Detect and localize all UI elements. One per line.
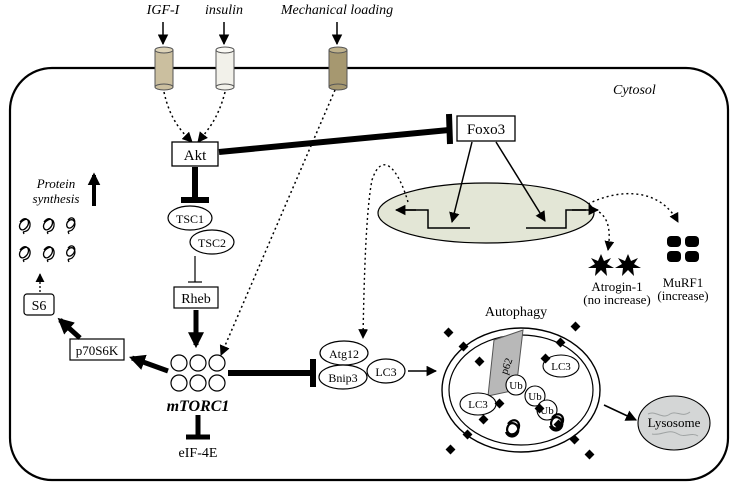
- autophagosome-x-markers: [443, 321, 595, 460]
- nucleus-to-murf1: [587, 193, 679, 223]
- insulin-label: insulin: [205, 3, 243, 18]
- foxo3-to-gene-right: [495, 141, 546, 222]
- mtorc1-complex: [170, 354, 226, 392]
- ubiquitin-1-label: Ub: [509, 380, 523, 392]
- cell-membrane: [8, 66, 730, 482]
- lysosome-label: Lysosome: [648, 415, 701, 430]
- nucleus-to-atrogin1: [589, 207, 615, 251]
- tsc1-node: [167, 205, 213, 231]
- mtorc1-label: mTORC1: [167, 398, 230, 415]
- igf1-label: IGF-I: [146, 3, 181, 18]
- murf1-change: (increase): [657, 288, 708, 303]
- lysosome: [637, 395, 711, 451]
- akt-inhibits-foxo3-bar: [446, 113, 453, 145]
- nucleus: [377, 182, 595, 244]
- synthesized-proteins: [18, 217, 76, 263]
- mechanical-loading-label: Mechanical loading: [280, 3, 393, 18]
- nucleus-to-autophagy-genes: [358, 164, 409, 339]
- lc3-label: LC3: [375, 365, 396, 379]
- bnip3-node: [318, 364, 368, 390]
- tsc2-label: TSC2: [198, 236, 226, 250]
- atrogin1-change: (no increase): [583, 292, 651, 307]
- lysosome-texture: [647, 411, 699, 437]
- lc3-inner-right-label: LC3: [551, 361, 571, 373]
- protein-synthesis-line1: Protein: [36, 176, 76, 191]
- ubiquitin-1: [505, 374, 527, 396]
- p70s6k-box: [69, 338, 125, 361]
- ubiquitin-2-label: Ub: [528, 391, 542, 403]
- akt-box: [171, 141, 219, 167]
- foxo3-to-gene-left: [449, 141, 473, 224]
- lc3-inner-left-label: LC3: [468, 399, 488, 411]
- foxo3-label: Foxo3: [467, 122, 505, 138]
- p62-label: p62: [498, 357, 515, 377]
- p70s6k-label: p70S6K: [76, 343, 119, 358]
- akt-label: Akt: [184, 148, 207, 164]
- autophagosome-to-lysosome: [603, 404, 638, 421]
- mechanosensor-receptor: [328, 46, 348, 91]
- igf1-to-akt: [163, 91, 193, 143]
- bnip3-label: Bnip3: [328, 371, 357, 385]
- p70s6k-activates-s6: [57, 317, 82, 340]
- cargo-proteins: [504, 413, 565, 438]
- rheb-box: [173, 286, 219, 309]
- foxo3-box: [456, 115, 516, 142]
- igf1-receptor: [154, 46, 174, 91]
- murf1-label: MuRF1: [663, 275, 703, 290]
- murf1-proteins: [667, 236, 699, 262]
- akt-inhibits-foxo3: [218, 127, 450, 155]
- atrogin1-label: Atrogin-1: [591, 279, 642, 294]
- lc3-node: [366, 358, 406, 384]
- autophagy-label: Autophagy: [485, 305, 547, 320]
- insulin-to-akt: [197, 91, 226, 143]
- insulin-receptor: [215, 46, 235, 91]
- ubiquitin-2: [524, 385, 546, 407]
- atrogin1-proteins: [588, 254, 641, 276]
- s6-label: S6: [32, 299, 47, 314]
- tsc1-label: TSC1: [176, 212, 204, 226]
- protein-synthesis-line2: synthesis: [33, 191, 80, 206]
- atg12-label: Atg12: [329, 347, 359, 361]
- rheb-label: Rheb: [181, 292, 211, 307]
- s6-box: [23, 293, 55, 316]
- lc3-inner-right: [542, 354, 580, 378]
- eif4e-label: eIF-4E: [179, 446, 218, 461]
- tsc2-node: [189, 229, 235, 255]
- cytosol-label: Cytosol: [613, 83, 656, 98]
- mtorc1-activates-p70s6k: [128, 354, 169, 374]
- mechanical-to-mtorc1: [219, 89, 336, 356]
